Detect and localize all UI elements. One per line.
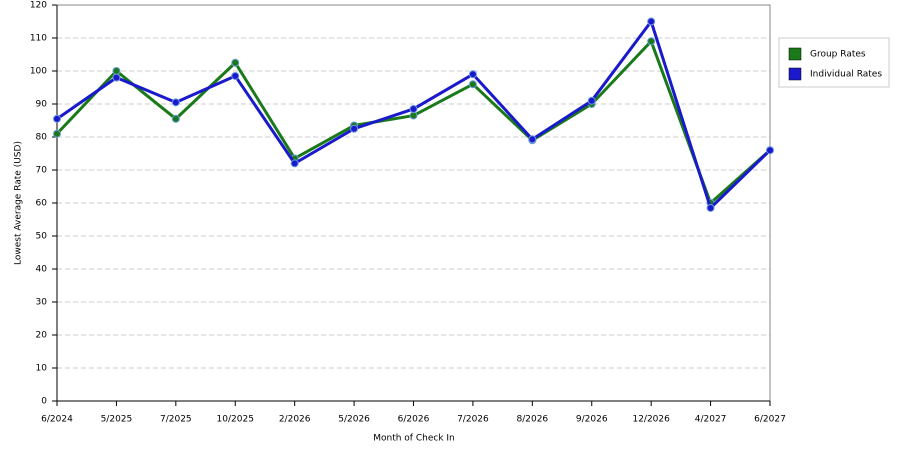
data-point xyxy=(231,71,240,80)
y-tick-label: 110 xyxy=(30,34,47,44)
x-tick-label: 12/2026 xyxy=(632,415,670,425)
data-point xyxy=(231,58,240,67)
data-point xyxy=(171,98,180,107)
y-tick-label: 20 xyxy=(36,331,48,341)
y-tick-label: 10 xyxy=(36,364,48,374)
y-tick-label: 0 xyxy=(41,397,47,407)
x-tick-label: 7/2026 xyxy=(457,415,489,425)
x-tick-label: 6/2027 xyxy=(754,415,786,425)
x-tick-label: 9/2026 xyxy=(576,415,608,425)
x-tick-label: 4/2027 xyxy=(695,415,727,425)
data-point xyxy=(290,159,299,168)
legend-label: Group Rates xyxy=(810,50,866,60)
data-point xyxy=(468,80,477,89)
data-point xyxy=(171,114,180,123)
y-tick-label: 40 xyxy=(36,265,48,275)
legend-swatch xyxy=(788,47,802,61)
y-tick-label: 50 xyxy=(36,232,48,242)
data-point xyxy=(766,146,774,155)
y-axis-title: Lowest Average Rate (USD) xyxy=(14,141,24,265)
legend-box xyxy=(778,37,890,88)
x-tick-label: 5/2025 xyxy=(101,415,133,425)
x-axis-title: Month of Check In xyxy=(373,434,455,444)
x-tick-label: 8/2026 xyxy=(516,415,548,425)
y-tick-label: 30 xyxy=(36,298,48,308)
x-tick-label: 7/2025 xyxy=(160,415,192,425)
data-point xyxy=(647,17,656,26)
x-tick-label: 5/2026 xyxy=(338,415,370,425)
data-point xyxy=(53,129,61,138)
data-point xyxy=(112,73,121,82)
y-tick-label: 100 xyxy=(30,67,47,77)
x-tick-label: 6/2026 xyxy=(398,415,430,425)
x-tick-label: 6/2024 xyxy=(41,415,73,425)
x-tick-label: 2/2026 xyxy=(279,415,311,425)
y-tick-label: 90 xyxy=(36,100,48,110)
y-tick-label: 60 xyxy=(36,199,48,209)
data-point xyxy=(53,114,61,123)
y-tick-label: 70 xyxy=(36,166,48,176)
series-line xyxy=(55,38,771,206)
y-tick-label: 120 xyxy=(30,1,47,11)
y-tick-label: 80 xyxy=(36,133,48,143)
data-point xyxy=(647,37,656,46)
data-point xyxy=(350,124,359,133)
legend-swatch xyxy=(788,67,802,81)
data-point xyxy=(112,67,121,75)
data-point xyxy=(587,96,596,105)
x-tick-label: 10/2025 xyxy=(217,415,254,425)
data-point xyxy=(706,203,715,212)
data-point xyxy=(528,135,537,144)
data-point xyxy=(409,104,418,113)
data-point xyxy=(468,70,477,79)
legend-label: Individual Rates xyxy=(810,70,882,80)
data-point xyxy=(409,111,418,120)
